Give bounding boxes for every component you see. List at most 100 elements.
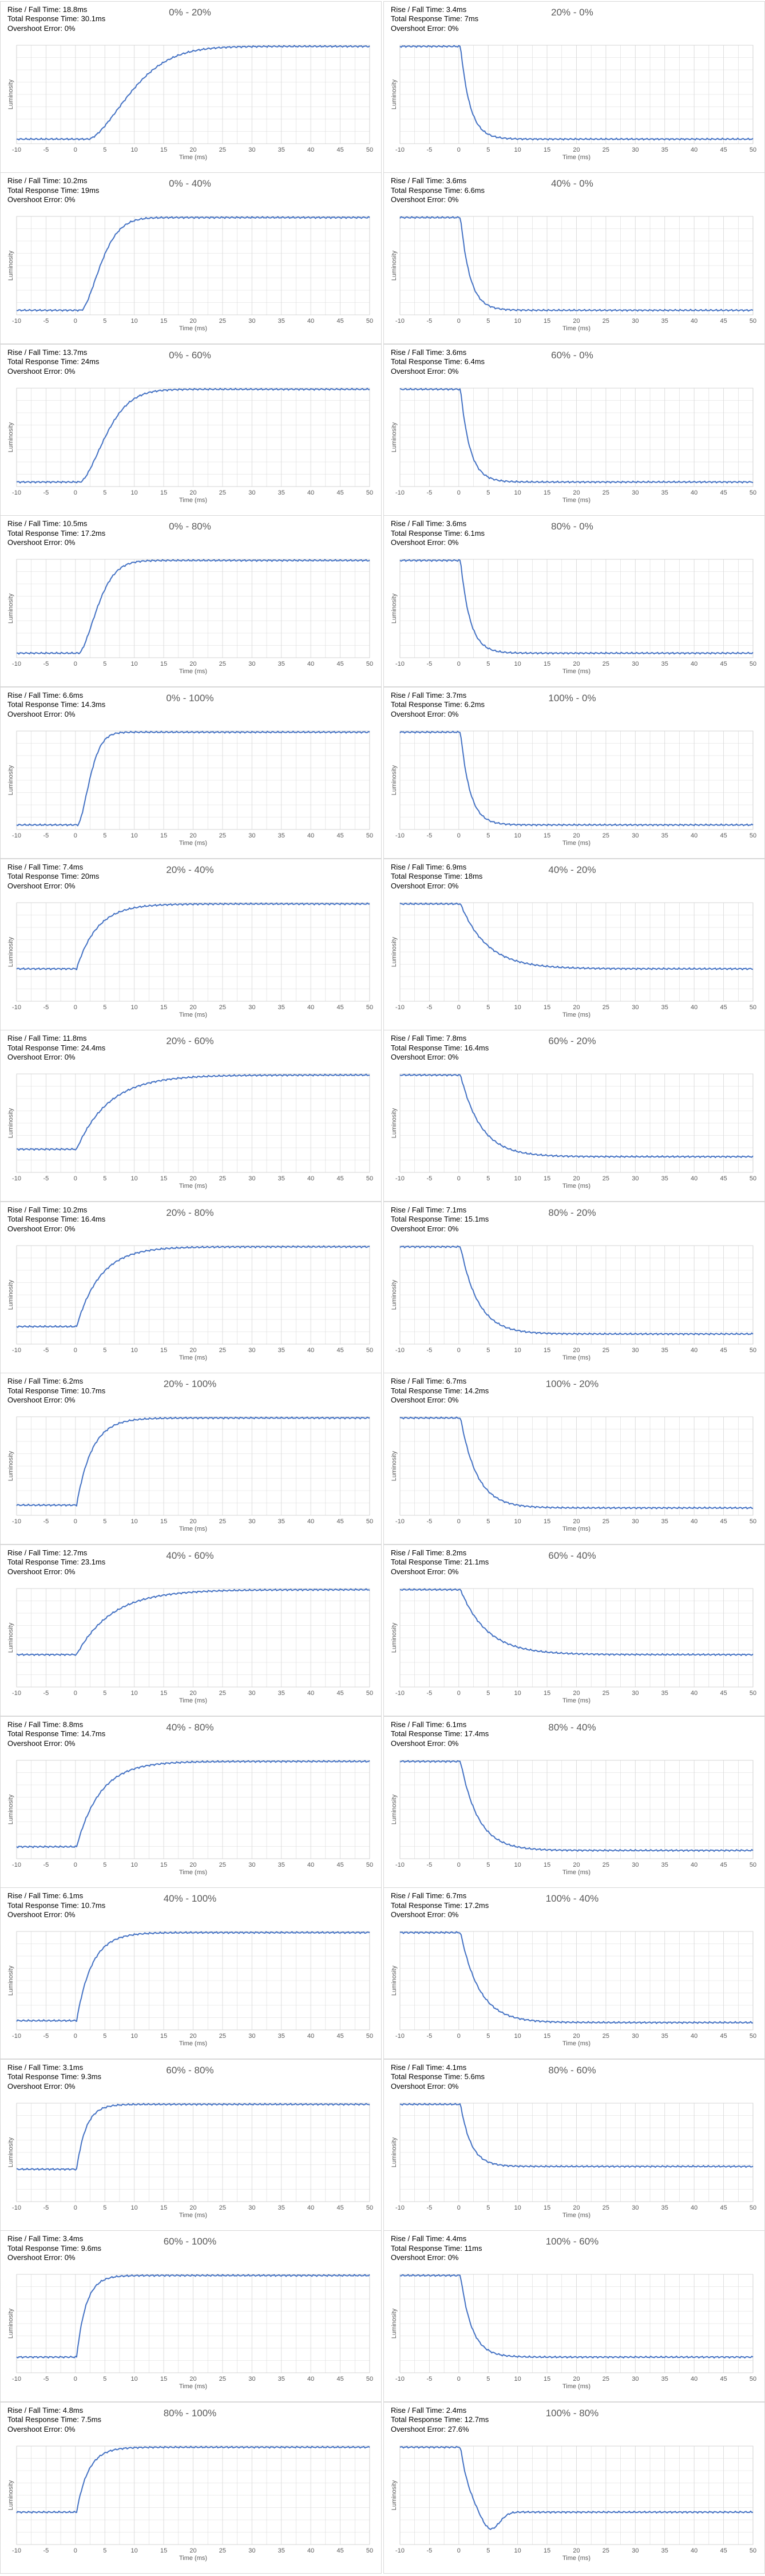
x-tick-label: 40 [691, 1862, 697, 1868]
total-response-time-line: Total Response Time: 11ms [391, 2244, 482, 2254]
chart-title: 100% - 80% [545, 2407, 599, 2419]
plot-frame [399, 1588, 754, 1688]
total-response-time-label: Total Response Time: [7, 1386, 81, 1395]
luminosity-series-line [17, 559, 370, 655]
x-tick-label: 15 [160, 2033, 167, 2040]
x-tick-label: 20 [189, 832, 196, 839]
overshoot-error-label: Overshoot Error: [391, 366, 448, 376]
x-tick-label: 25 [219, 318, 226, 325]
plot-area: -10 -5 0 5 10 15 20 25 30 35 40 45 50 Time (ms) Lumino… [7, 902, 373, 1018]
total-response-time-line: Total Response Time: 6.4ms [391, 357, 485, 367]
response-chart-panel: Rise / Fall Time: 7.8ms Total Response Ti… [383, 1030, 765, 1202]
total-response-time-label: Total Response Time: [391, 185, 465, 195]
overshoot-error-value: 0% [447, 23, 459, 33]
x-tick-label: 0 [74, 147, 77, 153]
overshoot-error-line: Overshoot Error: 0% [391, 1567, 489, 1577]
x-tick-label: 15 [544, 2547, 550, 2554]
x-tick-label: 0 [457, 147, 461, 153]
x-axis-label: Time (ms) [562, 1869, 590, 1876]
x-tick-label: -5 [427, 1347, 433, 1354]
x-tick-label: 0 [74, 1690, 77, 1697]
luminosity-series-line [399, 1416, 754, 1510]
plot-frame [399, 902, 754, 1001]
x-tick-label: -10 [12, 2547, 21, 2554]
x-tick-label: 0 [74, 1347, 77, 1354]
plot-area: -10 -5 0 5 10 15 20 25 30 35 40 45 50 Time (ms) Lumino… [7, 2445, 373, 2562]
x-axis-label: Time (ms) [179, 2555, 207, 2562]
x-tick-label: 5 [486, 832, 490, 839]
x-tick-label: 15 [544, 2033, 550, 2040]
overshoot-error-label: Overshoot Error: [7, 1396, 65, 1405]
overshoot-error-label: Overshoot Error: [7, 1224, 65, 1233]
rise-fall-time-line: Rise / Fall Time: 3.4ms [7, 2234, 101, 2244]
y-axis-label: Luminosity [7, 1279, 14, 1310]
response-chart-panel: Rise / Fall Time: 6.1ms Total Response Ti… [383, 1716, 765, 1888]
chart-title: 40% - 80% [166, 1721, 214, 1733]
x-tick-label: 5 [103, 489, 106, 496]
x-tick-label: 10 [131, 661, 138, 667]
chart-title: 20% - 0% [551, 6, 593, 18]
x-tick-label: -5 [427, 2376, 433, 2383]
x-tick-label: 20 [573, 2204, 580, 2211]
overshoot-error-value: 0% [447, 1910, 459, 1919]
x-tick-label: 30 [632, 2033, 639, 2040]
overshoot-error-value: 0% [447, 1053, 459, 1062]
x-axis-label: Time (ms) [562, 1526, 590, 1532]
x-tick-label: -10 [12, 1347, 21, 1354]
x-tick-label: 50 [750, 2547, 756, 2554]
total-response-time-line: Total Response Time: 14.7ms [7, 1729, 105, 1739]
rise-fall-time-value: 10.5ms [62, 519, 88, 528]
plot-frame [16, 388, 370, 487]
x-tick-label: -5 [43, 2376, 49, 2383]
x-tick-label: -5 [43, 1690, 49, 1697]
x-tick-label: 40 [691, 147, 697, 153]
y-axis-label: Luminosity [391, 250, 398, 280]
stats-block: Rise / Fall Time: 4.4ms Total Response Ti… [391, 2234, 482, 2263]
x-tick-label: 0 [457, 1862, 461, 1868]
y-axis-label: Luminosity [391, 422, 398, 452]
rise-fall-time-line: Rise / Fall Time: 3.6ms [391, 519, 485, 529]
x-tick-label: 45 [720, 318, 727, 325]
x-tick-label: 15 [544, 2376, 550, 2383]
luminosity-series-line [16, 1588, 370, 1656]
y-axis-label: Luminosity [391, 594, 398, 624]
x-tick-label: -10 [395, 1175, 405, 1182]
plot-frame [16, 1245, 370, 1345]
luminosity-series-line [16, 388, 370, 484]
x-tick-label: 0 [74, 2033, 77, 2040]
rise-fall-time-line: Rise / Fall Time: 7.1ms [391, 1206, 489, 1215]
stats-block: Rise / Fall Time: 7.8ms Total Response Ti… [391, 1034, 489, 1062]
total-response-time-value: 5.6ms [464, 2072, 485, 2081]
plot-area: -10 -5 0 5 10 15 20 25 30 35 40 45 50 Time (ms) Lumino… [391, 1073, 756, 1190]
total-response-time-value: 24.4ms [81, 1043, 106, 1052]
plot-frame [16, 1416, 370, 1516]
x-axis-label: Time (ms) [562, 1354, 590, 1361]
x-axis-label: Time (ms) [179, 1526, 207, 1532]
x-tick-label: -10 [12, 832, 21, 839]
x-tick-label: -10 [12, 318, 21, 325]
x-tick-label: 40 [307, 147, 314, 153]
rise-fall-time-line: Rise / Fall Time: 3.7ms [391, 691, 485, 701]
total-response-time-line: Total Response Time: 5.6ms [391, 2072, 485, 2082]
overshoot-error-value: 0% [447, 2253, 459, 2262]
rise-fall-time-value: 3.6ms [446, 176, 467, 185]
plot-area: -10 -5 0 5 10 15 20 25 30 35 40 45 50 Time (ms) Lumino… [391, 2103, 756, 2219]
overshoot-error-line: Overshoot Error: 0% [7, 538, 105, 548]
overshoot-error-value: 0% [64, 1739, 76, 1748]
x-tick-label: 5 [486, 1175, 490, 1182]
plot-frame [16, 216, 370, 315]
overshoot-error-line: Overshoot Error: 0% [391, 24, 478, 34]
x-tick-label: 30 [632, 832, 639, 839]
x-tick-label: 35 [278, 489, 285, 496]
x-tick-label: 45 [720, 2547, 727, 2554]
x-tick-label: 25 [219, 2547, 226, 2554]
total-response-time-label: Total Response Time: [7, 872, 81, 880]
x-tick-label: 5 [103, 1518, 106, 1525]
plot-area: -10 -5 0 5 10 15 20 25 30 35 40 45 50 Time (ms) Lumino… [7, 44, 373, 161]
response-chart-panel: Rise / Fall Time: 6.7ms Total Response Ti… [383, 1373, 765, 1545]
x-tick-label: 20 [573, 1347, 580, 1354]
plot-frame [16, 1073, 370, 1173]
total-response-time-value: 14.2ms [464, 1386, 489, 1395]
x-tick-label: 40 [691, 2033, 697, 2040]
y-axis-label: Luminosity [7, 422, 14, 452]
